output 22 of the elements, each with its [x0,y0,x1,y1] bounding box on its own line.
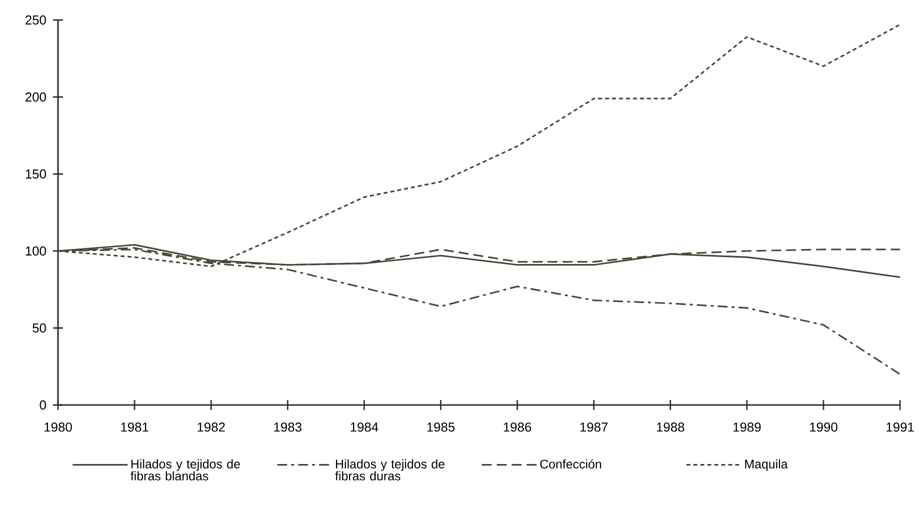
y-tick-label: 150 [26,169,46,179]
x-tick-label: 1981 [121,422,148,432]
legend-label: Hilados y tejidos de fibras blandas [130,459,240,480]
x-tick-label: 1986 [504,422,532,432]
x-tick-label: 1991 [886,422,914,432]
y-tick-label: 200 [26,92,46,102]
y-tick-label: 100 [26,246,46,256]
legend-label: Hilados y tejidos de fibras duras [335,459,444,480]
legend-label: Maquila [745,459,788,471]
x-tick-label: 1990 [810,422,838,432]
x-tick-label: 1989 [733,422,761,432]
y-tick-label: 50 [32,323,46,333]
x-tick-label: 1982 [198,422,225,432]
x-tick-label: 1984 [350,422,378,432]
y-tick-label: 250 [26,15,46,25]
y-tick-label: 0 [40,400,46,410]
x-tick-label: 1988 [656,422,684,432]
x-tick-label: 1985 [427,422,455,432]
x-tick-label: 1980 [44,422,72,432]
legend-label: Confección [540,459,602,469]
x-tick-label: 1987 [580,422,608,432]
x-tick-label: 1983 [274,422,302,432]
